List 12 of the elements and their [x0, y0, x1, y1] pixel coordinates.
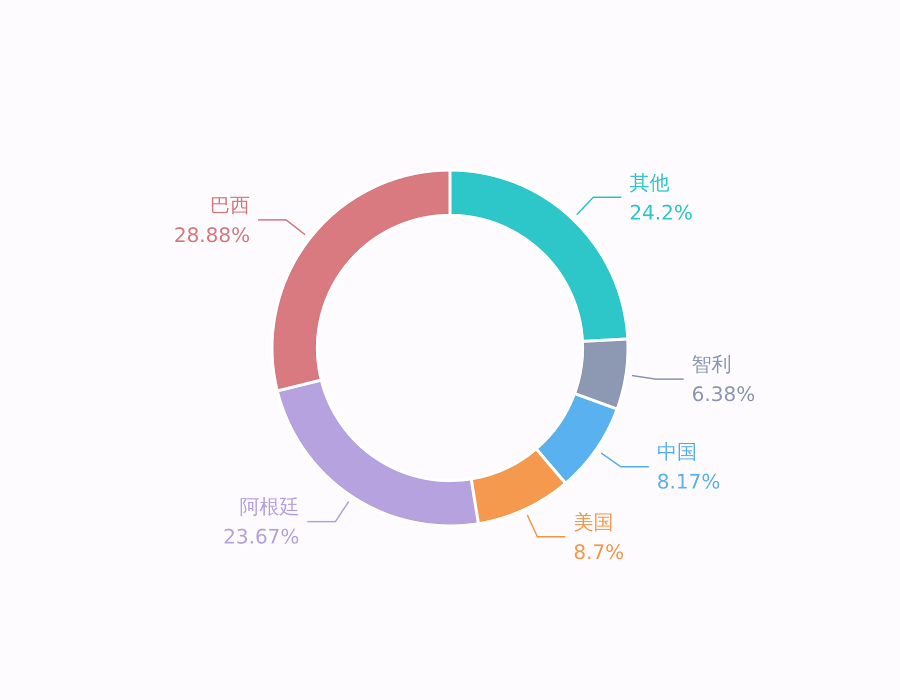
data-label: 28.88% — [174, 222, 250, 247]
slice-label: 智利 — [692, 352, 732, 376]
data-label: 6.38% — [692, 382, 756, 406]
data-label: 8.7% — [573, 540, 624, 564]
data-label: 8.17% — [656, 470, 720, 494]
data-label: 24.2% — [629, 200, 693, 224]
slice-label: 巴西 — [210, 192, 250, 217]
slice-label: 其他 — [629, 170, 670, 194]
data-label: 23.67% — [223, 524, 300, 549]
slice-label: 中国 — [656, 440, 697, 464]
slice-label: 美国 — [573, 510, 614, 534]
slice-label: 阿根廷 — [239, 494, 300, 519]
